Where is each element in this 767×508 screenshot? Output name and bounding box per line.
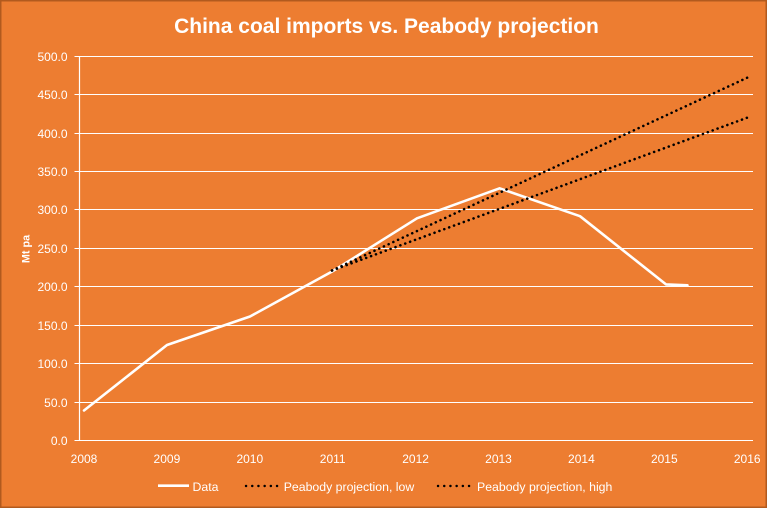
svg-text:400.0: 400.0 xyxy=(37,127,67,141)
svg-text:500.0: 500.0 xyxy=(37,50,67,64)
svg-text:2008: 2008 xyxy=(71,452,98,466)
svg-text:100.0: 100.0 xyxy=(37,357,67,371)
svg-text:150.0: 150.0 xyxy=(37,319,67,333)
svg-text:2016: 2016 xyxy=(734,452,761,466)
svg-text:2010: 2010 xyxy=(236,452,263,466)
svg-text:Peabody projection, high: Peabody projection, high xyxy=(477,480,613,494)
svg-text:China coal imports vs. Peabody: China coal imports vs. Peabody projectio… xyxy=(174,15,599,38)
svg-text:2009: 2009 xyxy=(154,452,181,466)
svg-text:250.0: 250.0 xyxy=(37,242,67,256)
svg-text:2015: 2015 xyxy=(651,452,678,466)
svg-text:2012: 2012 xyxy=(402,452,429,466)
svg-text:2014: 2014 xyxy=(568,452,595,466)
svg-text:200.0: 200.0 xyxy=(37,280,67,294)
svg-text:50.0: 50.0 xyxy=(44,396,68,410)
svg-text:350.0: 350.0 xyxy=(37,165,67,179)
svg-text:Peabody projection, low: Peabody projection, low xyxy=(284,480,415,494)
svg-text:Mt pa: Mt pa xyxy=(21,234,33,263)
svg-text:0.0: 0.0 xyxy=(51,434,68,448)
svg-text:2011: 2011 xyxy=(320,452,346,466)
svg-text:450.0: 450.0 xyxy=(37,88,67,102)
svg-text:Data: Data xyxy=(193,480,219,494)
svg-text:300.0: 300.0 xyxy=(37,203,67,217)
svg-text:2013: 2013 xyxy=(485,452,512,466)
